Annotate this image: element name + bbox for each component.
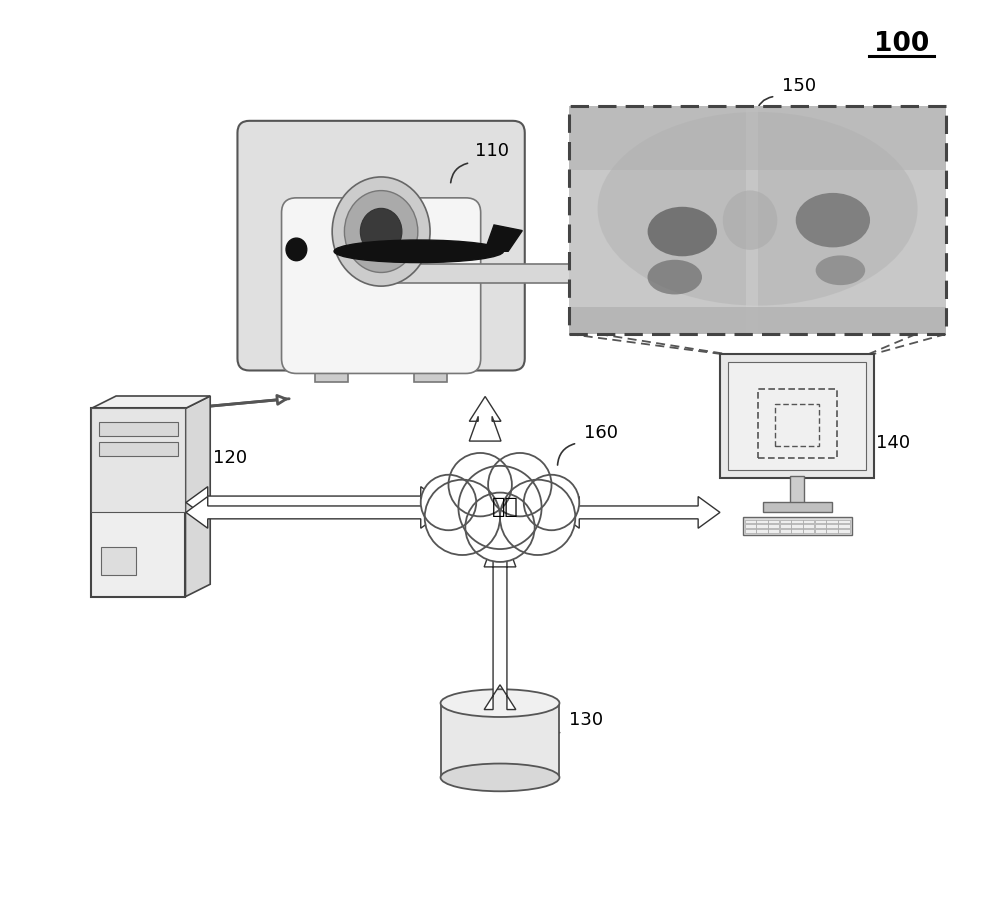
Bar xyxy=(815,524,826,528)
Bar xyxy=(745,520,756,524)
Bar xyxy=(826,520,838,524)
Circle shape xyxy=(524,475,579,530)
Bar xyxy=(99,422,178,436)
Bar xyxy=(91,409,185,512)
Ellipse shape xyxy=(286,238,307,260)
Text: 130: 130 xyxy=(569,711,603,729)
Text: 120: 120 xyxy=(213,449,247,467)
Text: 网络: 网络 xyxy=(492,497,518,517)
Circle shape xyxy=(448,453,512,516)
Bar xyxy=(569,106,946,170)
PathPatch shape xyxy=(186,497,443,528)
Bar xyxy=(728,362,866,470)
Bar xyxy=(791,530,803,533)
Bar xyxy=(768,524,779,528)
Bar xyxy=(803,530,814,533)
PathPatch shape xyxy=(557,497,720,528)
Bar xyxy=(763,503,832,513)
Circle shape xyxy=(500,480,575,555)
Bar xyxy=(838,530,850,533)
Bar xyxy=(746,106,758,334)
Ellipse shape xyxy=(344,190,418,272)
Bar xyxy=(803,520,814,524)
Bar xyxy=(372,265,654,283)
Bar xyxy=(745,524,756,528)
Bar xyxy=(780,524,791,528)
Polygon shape xyxy=(185,396,210,596)
Ellipse shape xyxy=(441,763,559,791)
Text: 150: 150 xyxy=(782,77,816,95)
Polygon shape xyxy=(91,396,210,409)
Bar xyxy=(768,530,779,533)
Bar xyxy=(593,308,629,313)
Text: 100: 100 xyxy=(874,31,929,57)
Bar xyxy=(780,520,791,524)
Bar xyxy=(745,530,756,533)
Bar xyxy=(780,530,791,533)
Text: 160: 160 xyxy=(584,424,618,442)
Ellipse shape xyxy=(332,177,430,286)
Text: 110: 110 xyxy=(475,142,509,160)
Ellipse shape xyxy=(360,208,402,255)
PathPatch shape xyxy=(186,487,443,518)
Circle shape xyxy=(425,480,500,555)
Ellipse shape xyxy=(334,240,503,262)
Circle shape xyxy=(458,466,542,549)
Ellipse shape xyxy=(796,193,870,247)
Bar xyxy=(815,520,826,524)
Bar xyxy=(414,356,447,383)
Bar xyxy=(758,389,837,458)
Bar xyxy=(99,442,178,456)
Bar xyxy=(91,409,185,596)
Bar xyxy=(743,517,852,535)
Bar xyxy=(756,524,768,528)
Bar xyxy=(569,106,946,334)
Circle shape xyxy=(421,475,476,530)
Bar xyxy=(826,524,838,528)
Bar xyxy=(101,547,136,575)
Bar xyxy=(815,530,826,533)
Bar xyxy=(838,524,850,528)
Bar xyxy=(720,354,874,478)
Bar xyxy=(569,106,946,334)
Circle shape xyxy=(465,493,535,562)
Polygon shape xyxy=(485,224,522,251)
Ellipse shape xyxy=(441,690,559,717)
Bar xyxy=(756,530,768,533)
Bar xyxy=(791,524,803,528)
FancyBboxPatch shape xyxy=(282,198,481,374)
PathPatch shape xyxy=(469,397,501,441)
Bar xyxy=(441,703,559,778)
Bar xyxy=(791,520,803,524)
Bar xyxy=(569,307,946,334)
Ellipse shape xyxy=(723,190,777,250)
Bar xyxy=(756,520,768,524)
PathPatch shape xyxy=(484,542,516,709)
Ellipse shape xyxy=(816,255,865,286)
Bar xyxy=(315,356,348,383)
Ellipse shape xyxy=(648,207,717,256)
FancyBboxPatch shape xyxy=(237,121,525,371)
Bar xyxy=(826,530,838,533)
Bar xyxy=(775,404,819,446)
Ellipse shape xyxy=(598,112,918,305)
Bar xyxy=(768,520,779,524)
Bar xyxy=(598,280,624,313)
Bar xyxy=(838,520,850,524)
Ellipse shape xyxy=(648,260,702,295)
Text: 140: 140 xyxy=(876,434,911,452)
Bar xyxy=(790,476,804,506)
Bar xyxy=(803,524,814,528)
Circle shape xyxy=(488,453,552,516)
